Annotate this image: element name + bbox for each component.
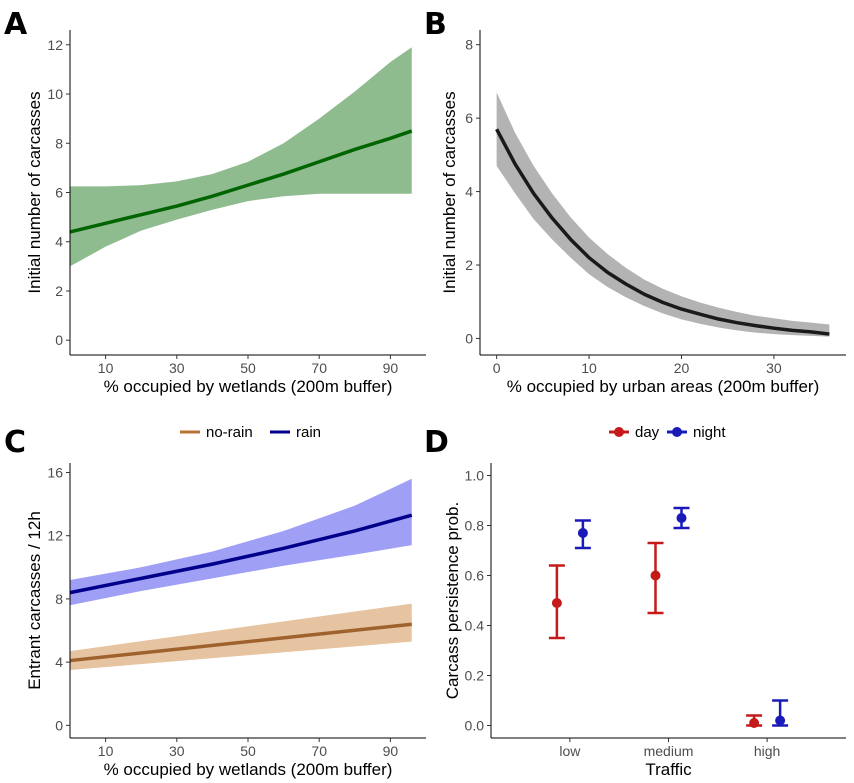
- point-night-medium: [676, 513, 687, 523]
- panel-letter-b: B: [424, 7, 447, 42]
- y-axis-title: Initial number of carcasses: [440, 91, 459, 293]
- legend-key-point-night: [672, 427, 682, 437]
- legend-label-no-rain: no-rain: [206, 424, 253, 441]
- x-tick-label: 30: [169, 743, 185, 759]
- x-tick-label: 50: [240, 743, 256, 759]
- x-tick-label: 10: [98, 360, 114, 376]
- panel-letter-a: A: [4, 7, 28, 42]
- x-tick-label: 70: [311, 743, 327, 759]
- y-tick-label: 0.4: [465, 618, 485, 634]
- y-tick-label: 1.0: [465, 468, 485, 484]
- y-axis-title: Carcass persistence prob.: [443, 502, 462, 699]
- y-tick-label: 6: [55, 185, 63, 201]
- panel-c: 0 4 8 12 16 10 30 50 70 90% occupied by wetlands …: [25, 424, 426, 779]
- legend-label-night: night: [693, 424, 726, 441]
- x-tick-label: 50: [240, 360, 256, 376]
- legend-label-rain: rain: [296, 424, 321, 441]
- panel-letter-c: C: [4, 425, 26, 460]
- ribbon-fit: [496, 92, 830, 337]
- y-tick-label: 0: [55, 332, 63, 348]
- y-tick-label: 4: [55, 654, 63, 670]
- point-night-low: [577, 528, 588, 538]
- y-tick-label: 0.8: [465, 518, 485, 534]
- x-tick-label: 0: [493, 360, 501, 376]
- y-tick-label: 0: [465, 330, 473, 346]
- x-tick-label: 10: [581, 360, 597, 376]
- y-tick-label: 8: [465, 37, 473, 53]
- x-axis-title: % occupied by urban areas (200m buffer): [507, 377, 819, 396]
- x-tick-label-high: high: [754, 743, 780, 759]
- x-tick-label: 30: [766, 360, 782, 376]
- panel-letter-d: D: [424, 425, 449, 460]
- line-fit: [69, 129, 413, 234]
- legend-label-day: day: [635, 424, 660, 441]
- panel-d: 0.0 0.2 0.4 0.6 0.8 1.0 low medium high Traffic Ca…: [443, 424, 846, 779]
- x-tick-label: 90: [383, 743, 399, 759]
- y-tick-label: 0.0: [465, 718, 485, 734]
- y-tick-label: 10: [47, 86, 63, 102]
- y-tick-label: 4: [465, 184, 473, 200]
- y-tick-label: 6: [465, 110, 473, 126]
- y-tick-label: 4: [55, 234, 63, 250]
- point-night-high: [775, 715, 786, 726]
- y-tick-label: 8: [55, 591, 63, 607]
- x-tick-label: 10: [98, 743, 114, 759]
- y-tick-label: 8: [55, 135, 63, 151]
- x-axis-title: % occupied by wetlands (200m buffer): [104, 760, 393, 779]
- y-tick-label: 2: [55, 283, 63, 299]
- panel-b: 0 2 4 6 8 0 10 20 30% occupied by urban areas (2…: [440, 30, 846, 396]
- x-tick-label: 30: [169, 360, 185, 376]
- x-tick-label: 70: [311, 360, 327, 376]
- line-rain: [69, 513, 413, 595]
- point-day-medium: [650, 570, 661, 581]
- line-no-rain: [69, 622, 412, 663]
- y-axis-title: Initial number of carcasses: [25, 91, 44, 293]
- point-day-high: [749, 718, 760, 728]
- y-tick-label: 12: [47, 37, 63, 53]
- x-axis-title: Traffic: [645, 760, 692, 779]
- y-tick-label: 2: [465, 257, 473, 273]
- x-tick-label-low: low: [559, 743, 581, 759]
- x-tick-label: 90: [383, 360, 399, 376]
- point-day-low: [551, 598, 562, 608]
- legend: day night: [609, 424, 726, 441]
- ribbon-fit: [70, 47, 412, 267]
- y-tick-label: 16: [47, 464, 63, 480]
- y-tick-label: 12: [47, 528, 63, 544]
- y-tick-label: 0.6: [465, 568, 485, 584]
- panel-a: 0 2 4 6 8 10 12 10 30 50 70 90% occupied by wetland…: [25, 30, 426, 396]
- legend: no-rain rain: [180, 424, 321, 441]
- line-fit: [495, 128, 830, 336]
- x-tick-label: 20: [674, 360, 690, 376]
- x-axis-title: % occupied by wetlands (200m buffer): [104, 377, 393, 396]
- y-tick-label: 0.2: [465, 668, 485, 684]
- ribbon-no-rain: [70, 603, 412, 671]
- y-axis-title: Entrant carcasses / 12h: [25, 511, 44, 690]
- y-tick-label: 0: [55, 717, 63, 733]
- ribbon-rain: [70, 478, 412, 606]
- x-tick-label-medium: medium: [644, 743, 694, 759]
- legend-key-point-day: [614, 427, 624, 437]
